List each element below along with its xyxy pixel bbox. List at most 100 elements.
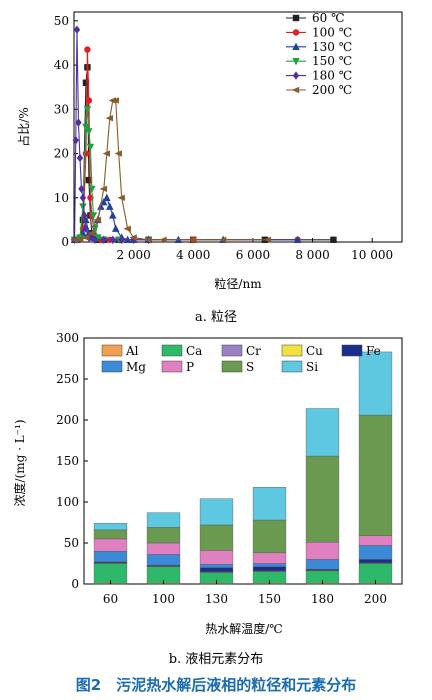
data-point (78, 184, 85, 194)
chart-b-y-axis: 0 50 100 150 200 250 300 (56, 331, 88, 591)
data-point (85, 128, 93, 136)
chart-a-series-layer (70, 25, 337, 244)
chart-a-xtick-label: 2 000 (116, 248, 150, 262)
legend-entry-150: 150 ℃ (286, 54, 352, 68)
chart-b-ytick-label: 200 (56, 413, 79, 427)
data-point (159, 236, 167, 243)
bar-stack-60 (93, 523, 128, 585)
data-point (85, 97, 93, 104)
legend-entry-ca: Ca (161, 344, 202, 358)
chart-b-ylabel: 浓度/(mg · L⁻¹) (12, 419, 27, 506)
figure-title: 图2 污泥热水解后液相的粒径和元素分布 (75, 676, 357, 694)
data-point (72, 136, 79, 145)
legend-label: Cr (246, 344, 261, 358)
chart-b-xtick-label: 60 (103, 592, 118, 606)
chart-b-frame (83, 337, 403, 585)
legend-marker (292, 14, 300, 22)
legend-swatch (101, 344, 123, 357)
data-point (86, 143, 95, 152)
legend-swatch (221, 360, 243, 373)
bar-stack-130 (199, 498, 234, 585)
legend-swatch (101, 360, 123, 373)
bar-segment-fe (199, 567, 234, 572)
bar-segment-p (199, 550, 234, 565)
particle-size-chart: 0 10 20 30 40 50 2 000 4 000 6 000 8 000 10 000 6… (16, 11, 403, 291)
chart-b-xtick-label: 150 (258, 592, 281, 606)
chart-a-xlabel: 粒径/nm (214, 276, 262, 291)
bar-segment-p (93, 538, 128, 552)
data-point (112, 224, 120, 232)
data-point (82, 215, 90, 224)
chart-b-ytick-label: 150 (56, 454, 79, 468)
legend-swatch (281, 360, 303, 373)
legend-entry-s: S (221, 360, 254, 374)
legend-label: Ca (186, 344, 202, 358)
data-point (117, 194, 125, 201)
data-point (91, 235, 99, 244)
bar-segment-si (358, 351, 393, 416)
data-point (99, 185, 108, 193)
data-point (94, 234, 102, 242)
data-point (82, 150, 90, 157)
legend-entry-al: Al (101, 344, 139, 358)
data-point (89, 212, 98, 220)
data-point (93, 216, 102, 224)
bar-segment-mg (252, 563, 287, 567)
data-point (100, 235, 108, 244)
bar-stack-180 (305, 408, 340, 585)
data-point (105, 114, 113, 122)
bar-segment-mg (146, 554, 181, 566)
data-point (79, 193, 87, 202)
chart-b-xtick-label: 180 (311, 592, 334, 606)
data-point (91, 225, 99, 233)
chart-a-ytick-label: 0 (61, 235, 69, 249)
data-point (82, 123, 90, 132)
data-point (85, 176, 93, 184)
bar-segment-si (199, 498, 234, 526)
legend-marker (292, 42, 300, 50)
legend-entry-mg: Mg (101, 360, 146, 374)
bar-segment-si (146, 512, 181, 528)
bar-segment-s (199, 524, 234, 551)
chart-a-ylabel: 占比/% (16, 107, 31, 146)
bar-segment-p (252, 552, 287, 564)
series-line (74, 29, 149, 241)
bar-segment-s (146, 527, 181, 544)
legend-label: Si (306, 360, 318, 374)
series-180 (71, 25, 152, 244)
legend-label: 200 ℃ (312, 83, 352, 97)
bar-stack-200 (358, 351, 393, 585)
chart-b-ytick-label: 250 (56, 372, 79, 386)
legend-swatch (161, 360, 183, 373)
data-point (75, 118, 82, 127)
chart-b-ytick-label: 100 (56, 495, 79, 509)
bar-segment-mg (358, 545, 393, 560)
legend-label: S (246, 360, 254, 374)
data-point (218, 236, 227, 243)
data-point (106, 202, 114, 210)
data-point (84, 46, 91, 53)
chart-a-ytick-label: 30 (54, 102, 69, 116)
bar-segment-s (93, 529, 128, 540)
bar-segment-s (358, 414, 393, 536)
data-point (82, 224, 90, 233)
legend-entry-100: 100 ℃ (286, 25, 352, 39)
data-point (73, 25, 81, 34)
data-point (293, 235, 302, 243)
chart-b-ytick-label: 300 (56, 331, 79, 345)
data-point (111, 97, 119, 104)
data-point (75, 236, 84, 243)
element-distribution-chart: 0 50 100 150 200 250 300 60 100 130 150 180 200 Al C… (12, 331, 403, 636)
data-point (81, 211, 88, 220)
legend-swatch (341, 344, 363, 357)
chart-a-xtick-label: 4 000 (176, 248, 210, 262)
chart-a-x-axis: 2 000 4 000 6 000 8 000 10 000 (116, 238, 393, 262)
legend-label: 60 ℃ (312, 11, 345, 25)
bar-stack-150 (252, 487, 287, 585)
caption-b: b. 液相元素分布 (168, 652, 264, 667)
chart-b-ytick-label: 50 (64, 536, 79, 550)
data-point (109, 235, 116, 244)
bar-segment-p (358, 535, 393, 546)
